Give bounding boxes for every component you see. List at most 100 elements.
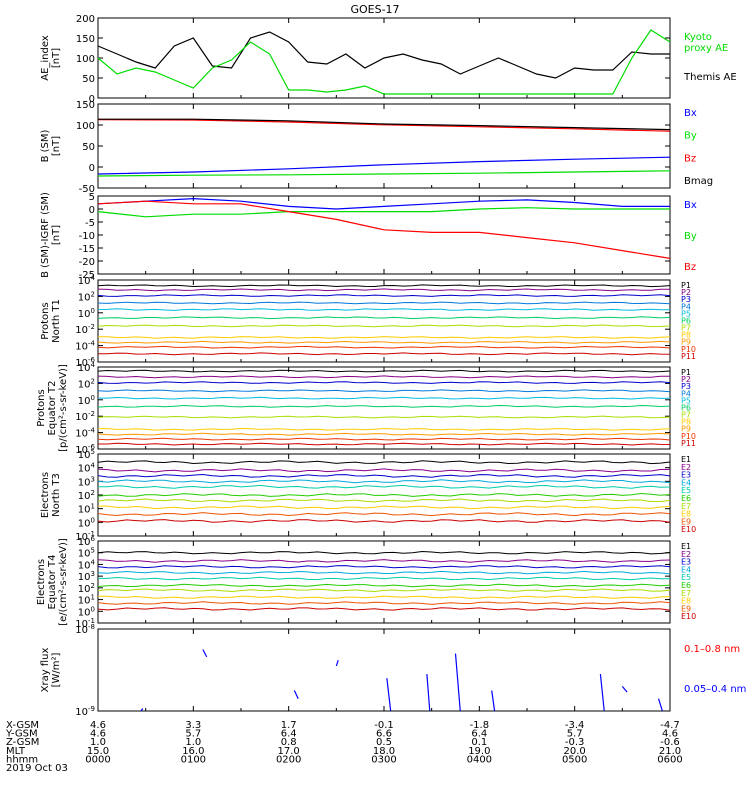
panel-e2-series-e8	[98, 595, 671, 599]
footer-value: 17.0	[278, 746, 300, 757]
panel-p1-legend-p7: P7	[681, 324, 691, 333]
panel-e1-series-e5	[98, 484, 671, 489]
footer-row-label: hhmm	[6, 754, 38, 765]
panel-p2-series-p8	[98, 427, 671, 431]
panel-bdiff-ytick-label: -15	[79, 244, 95, 255]
panel-p1-legend-p3: P3	[681, 295, 691, 304]
panel-bdiff-ylabel: [nT]	[51, 225, 62, 245]
panel-p2-series-p10	[97, 437, 671, 441]
panel-ae-ytick-label: 100	[76, 54, 95, 65]
footer-value: 0400	[467, 754, 492, 765]
panel-ae-ylabel: AE_index	[40, 35, 51, 81]
panel-bsm-ytick-label: 100	[76, 121, 95, 132]
panel-e2-series-e3	[97, 565, 671, 569]
panel-e2-legend-e7: E7	[681, 589, 691, 598]
panel-e1-legend-e7: E7	[681, 502, 691, 511]
footer-value: 4.6	[662, 729, 678, 740]
panel-xray-ytick-label: 10-8	[75, 623, 95, 636]
footer-value: 18.0	[373, 746, 395, 757]
panel-p2-ytick-label: 104	[78, 361, 96, 374]
panel-e1-ytick-label: 100	[78, 516, 95, 529]
panel-p2-legend-p5: P5	[681, 396, 691, 405]
footer-value: 0600	[657, 754, 682, 765]
panel-e2-series-e9	[97, 601, 671, 605]
panel-p2-legend-p7: P7	[681, 411, 691, 420]
footer-value: 0.5	[376, 737, 392, 748]
panel-e2-legend-e10: E10	[681, 612, 696, 621]
panel-p1-legend-p2: P2	[681, 288, 691, 297]
panel-p2-legend-p9: P9	[681, 425, 691, 434]
footer-value: 5.7	[567, 729, 583, 740]
panel-p2-legend-p8: P8	[681, 418, 691, 427]
panel-p1-ytick-label: 10-6	[75, 356, 95, 369]
panel-e2-series-e1	[97, 550, 671, 555]
panel-bdiff-legend-bz: Bz	[684, 262, 696, 273]
footer-value: -3.4	[565, 720, 585, 731]
panel-bsm-ylabel: B (SM)	[40, 129, 51, 162]
panel-xray-xray-short-segment	[657, 698, 663, 712]
panel-e1-series-e6	[97, 492, 671, 497]
panel-e2-ylabel: Electrons	[36, 559, 47, 605]
footer-value: 0000	[85, 754, 110, 765]
footer-value: 1.0	[90, 737, 106, 748]
footer-row-label: Z-GSM	[6, 737, 39, 748]
panel-bdiff-ytick-label: -20	[79, 257, 95, 268]
panel-p2-series-p7	[97, 415, 671, 419]
panel-e2-legend-e9: E9	[681, 604, 691, 613]
panel-e2-series-e7	[97, 588, 671, 593]
panel-ae-ytick-label: 0	[89, 94, 95, 105]
footer-value: 15.0	[87, 746, 109, 757]
panel-p1-series-p4	[97, 301, 671, 305]
panel-e1-ytick-label: 102	[78, 489, 95, 502]
panel-e1-legend-e5: E5	[681, 486, 691, 495]
panel-p2-legend-p1: P1	[681, 368, 691, 377]
panel-p2-ylabel: Equator T2	[47, 381, 58, 436]
panel-p2-series-p2	[97, 375, 671, 379]
panel-p2-series-p6	[97, 404, 671, 408]
panel-bdiff-ytick-label: 5	[89, 192, 95, 203]
panel-bsm-series-bx	[97, 156, 671, 175]
panel-bdiff-ytick-label: -25	[79, 270, 95, 281]
footer-value: 6.4	[471, 729, 487, 740]
panel-p2-ytick-label: 10-6	[75, 443, 95, 456]
panel-e1-legend-e8: E8	[681, 510, 691, 519]
panel-p1-ylabel: North T1	[51, 299, 62, 343]
panel-p2-legend-p2: P2	[681, 375, 691, 384]
panel-ae-series-kyoto-proxy-ae	[97, 29, 671, 95]
footer-value: 21.0	[659, 746, 681, 757]
panel-xray-legend-0-05-0-4-nm: 0.05–0.4 nm	[684, 684, 746, 695]
panel-bsm-series-bmag	[98, 118, 671, 131]
panel-bdiff-legend-bx: Bx	[684, 200, 697, 211]
panel-e1-legend-e6: E6	[681, 494, 691, 503]
panel-p1-frame	[97, 279, 671, 363]
panel-bdiff-series-bz	[97, 200, 671, 259]
panel-p2-ytick-label: 100	[78, 394, 95, 407]
footer-value: -0.3	[565, 737, 585, 748]
panel-ae-ytick-label: 50	[82, 74, 95, 85]
panel-p1-legend-p9: P9	[681, 338, 691, 347]
panel-xray-legend-0-1-0-8-nm: 0.1–0.8 nm	[684, 644, 740, 655]
panel-p1-series-p7	[97, 324, 671, 328]
panel-p2-legend-p4: P4	[681, 389, 691, 398]
panel-ae-ylabel: [nT]	[51, 48, 62, 68]
panel-e2-ytick-label: 101	[78, 594, 95, 607]
panel-e1-series-e2	[97, 468, 671, 473]
panel-e2-legend-e2: E2	[681, 550, 691, 559]
panel-e2-legend-e8: E8	[681, 597, 691, 606]
panel-p1-ytick-label: 10-2	[75, 323, 95, 336]
panel-e2-legend-e4: E4	[681, 565, 691, 574]
panel-p1-series-p3	[97, 294, 671, 297]
panel-p2-legend-p3: P3	[681, 382, 691, 391]
footer-value: 4.6	[90, 720, 106, 731]
panel-xray-ylabel: Xray flux	[40, 648, 51, 693]
panel-e1-legend-e4: E4	[681, 478, 691, 487]
panel-p2-series-p4	[97, 389, 671, 393]
panel-bsm-ytick-label: 50	[82, 142, 95, 153]
panel-e1-series-e10	[97, 519, 671, 523]
panel-bsm-legend-bz: Bz	[684, 153, 696, 164]
panel-p2-ytick-label: 10-2	[75, 410, 95, 423]
footer-value: 3.3	[185, 720, 201, 731]
footer-value: 16.0	[182, 746, 204, 757]
panel-p1-legend-p1: P1	[681, 281, 691, 290]
